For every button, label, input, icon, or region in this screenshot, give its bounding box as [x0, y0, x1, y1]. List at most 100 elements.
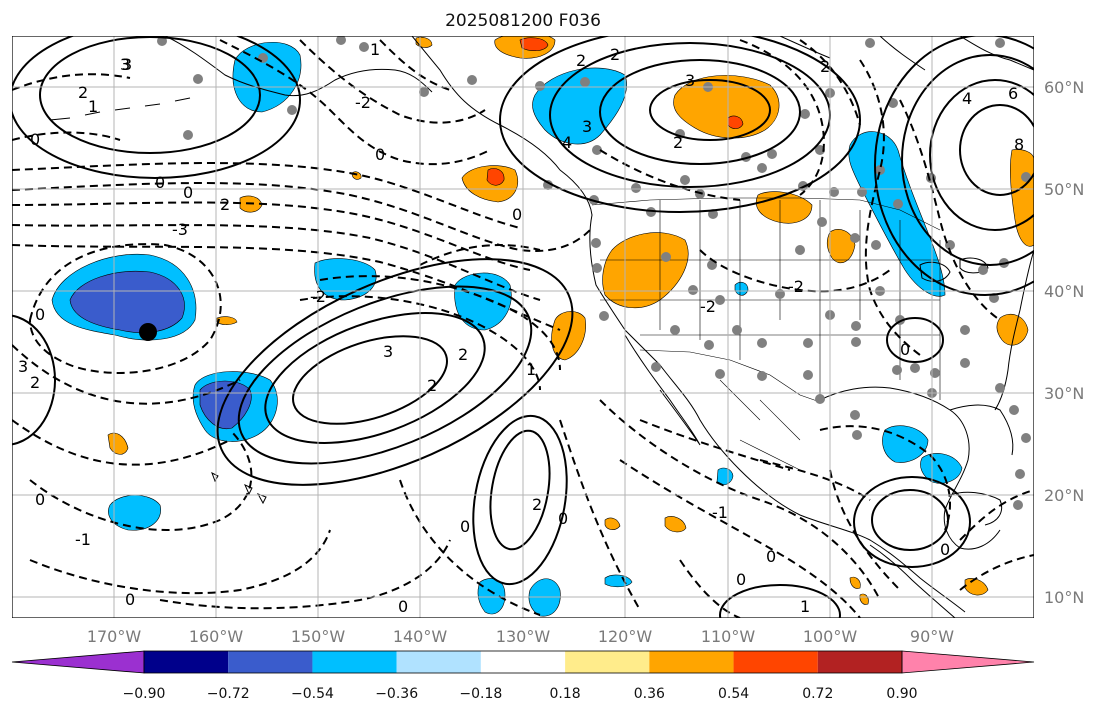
colorbar-segment: [565, 651, 650, 673]
svg-text:2: 2: [78, 83, 88, 102]
svg-text:-2: -2: [355, 93, 371, 112]
colorbar-segment: [396, 651, 481, 673]
colorbar-tick-label: 0.90: [886, 686, 917, 702]
colorbar-segment: [480, 651, 566, 673]
svg-text:8: 8: [1014, 135, 1024, 154]
svg-text:-2: -2: [310, 287, 326, 306]
negative-contours: [12, 39, 1034, 618]
colorbar-segment: [733, 651, 818, 673]
svg-text:10°N: 10°N: [1044, 588, 1084, 607]
strong-positive-anomaly-blob: [727, 115, 744, 129]
colorbar-tick-label: 0.54: [718, 686, 749, 702]
svg-text:120°W: 120°W: [598, 627, 653, 646]
great-lakes: [919, 257, 989, 282]
us-canada-border: [591, 197, 941, 231]
colorbar-segment: [817, 651, 902, 673]
alaska-coastline: [164, 36, 433, 97]
svg-text:-2: -2: [788, 277, 804, 296]
colorbar-extend-high: [901, 650, 1035, 674]
strong-positive-anomaly-blob: [486, 168, 505, 186]
svg-text:100°W: 100°W: [803, 627, 858, 646]
canadian-arctic-coastline: [779, 36, 1034, 71]
svg-text:130°W: 130°W: [496, 627, 551, 646]
hudson-bay-coastline: [879, 36, 926, 71]
positive-anomaly-blob: [849, 576, 861, 589]
colorbar-segment: [144, 651, 229, 673]
svg-text:4: 4: [562, 133, 572, 152]
us-mexico-border: [639, 349, 821, 403]
boundary-layer: [591, 197, 941, 471]
svg-text:1: 1: [800, 597, 810, 616]
svg-text:0: 0: [512, 205, 522, 224]
svg-text:1: 1: [370, 40, 380, 59]
aleutian-islands: [49, 97, 191, 121]
svg-text:3: 3: [120, 55, 130, 74]
svg-text:-1: -1: [75, 530, 91, 549]
svg-text:3: 3: [122, 55, 132, 74]
colorbar-tick-label: 0.18: [550, 686, 581, 702]
contour-labels: 3 2 2 1 0 2 0 3 4 2 3 6 8 4 3 2 1 0 0 0 …: [18, 40, 1024, 616]
svg-text:0: 0: [155, 173, 165, 192]
svg-text:0: 0: [940, 540, 950, 559]
svg-text:0: 0: [30, 130, 40, 149]
colorbar-segment: [228, 651, 313, 673]
svg-text:2: 2: [427, 376, 437, 395]
baja-california-coastline: [624, 334, 701, 446]
state-lines: [600, 200, 941, 400]
svg-text:150°W: 150°W: [291, 627, 346, 646]
svg-text:-2: -2: [700, 297, 716, 316]
colorbar-tick-label: −0.54: [291, 686, 334, 702]
colorbar-tick-label: −0.36: [375, 686, 418, 702]
svg-text:90°W: 90°W: [910, 627, 954, 646]
latitude-axis: 60°N 50°N 40°N 30°N 20°N 10°N: [1044, 78, 1084, 607]
positive-anomaly-blob: [996, 314, 1029, 346]
positive-anomaly-blob: [826, 229, 856, 264]
mexico-states: [719, 379, 801, 471]
svg-text:3: 3: [685, 71, 695, 90]
svg-text:3: 3: [18, 357, 28, 376]
svg-text:2: 2: [458, 345, 468, 364]
svg-text:1: 1: [526, 360, 536, 379]
svg-text:20°N: 20°N: [1044, 486, 1084, 505]
svg-text:40°N: 40°N: [1044, 282, 1084, 301]
svg-text:30°N: 30°N: [1044, 384, 1084, 403]
positive-anomaly-blob: [604, 517, 621, 530]
svg-text:-3: -3: [172, 220, 188, 239]
svg-text:2: 2: [673, 133, 683, 152]
svg-text:0: 0: [900, 340, 910, 359]
florida-coastline: [949, 404, 1014, 456]
station-dots: [157, 36, 1031, 510]
svg-text:110°W: 110°W: [701, 627, 756, 646]
colorbar-tick-label: −0.72: [207, 686, 250, 702]
colorbar-tick-label: −0.18: [459, 686, 502, 702]
svg-text:2: 2: [30, 373, 40, 392]
svg-text:4: 4: [962, 89, 972, 108]
svg-text:50°N: 50°N: [1044, 180, 1084, 199]
longitude-axis: 170°W 160°W 150°W 140°W 130°W 120°W 110°…: [87, 627, 954, 646]
yucatan-coastline: [949, 491, 1003, 526]
observation-marker: [139, 323, 157, 341]
svg-text:2: 2: [820, 57, 830, 76]
svg-text:-1: -1: [712, 503, 728, 522]
svg-text:0: 0: [183, 183, 193, 202]
colorbar-tick-label: 0.72: [802, 686, 833, 702]
svg-text:140°W: 140°W: [393, 627, 448, 646]
colorbar-segment: [312, 651, 397, 673]
colorbar-tick-label: 0.36: [634, 686, 665, 702]
svg-text:160°W: 160°W: [189, 627, 244, 646]
svg-text:170°W: 170°W: [87, 627, 142, 646]
graticule: [12, 36, 1034, 618]
positive-anomaly-blob: [107, 432, 129, 455]
negative-anomaly-blob: [882, 425, 929, 463]
colorbar-segment: [649, 651, 734, 673]
svg-text:0: 0: [35, 305, 45, 324]
positive-anomaly-blob: [216, 316, 238, 325]
svg-text:0: 0: [375, 145, 385, 164]
positive-anomaly-blob: [664, 516, 687, 533]
svg-text:0: 0: [766, 547, 776, 566]
negative-anomaly-blob: [734, 281, 749, 296]
svg-text:2: 2: [576, 51, 586, 70]
strong-positive-anomaly-blob: [519, 37, 549, 51]
central-america-coastline: [869, 544, 956, 618]
svg-text:3: 3: [582, 117, 592, 136]
